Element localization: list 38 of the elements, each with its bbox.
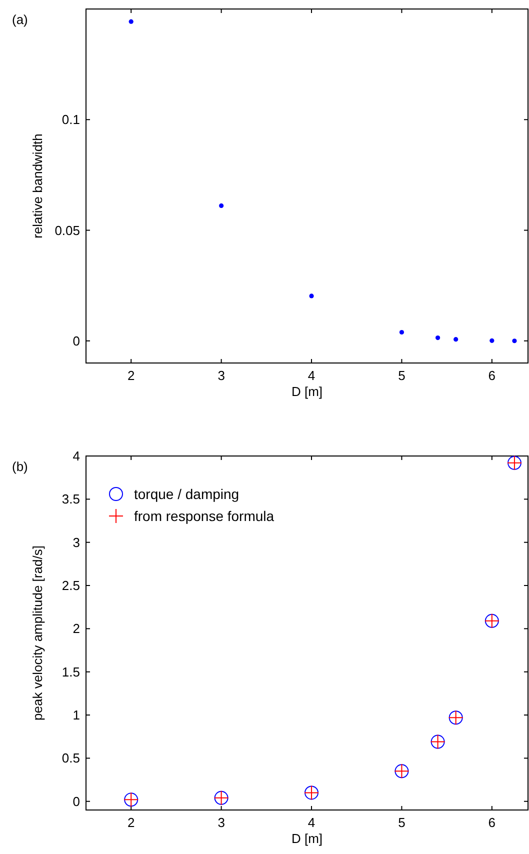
x-tick-label: 6 xyxy=(488,368,496,383)
y-axis-title: relative bandwidth xyxy=(30,134,45,238)
legend-label: torque / damping xyxy=(134,486,240,502)
text: (a) xyxy=(12,12,28,27)
point xyxy=(128,19,134,24)
x-tick-label: 4 xyxy=(308,368,316,383)
x-axis-title: D [m] xyxy=(291,384,323,399)
point xyxy=(309,294,314,298)
text: (b) xyxy=(12,459,28,474)
point xyxy=(454,337,458,342)
x-tick-label: 6 xyxy=(488,815,496,830)
x-tick-label: 3 xyxy=(218,368,225,383)
y-tick-label: 0.1 xyxy=(62,112,80,128)
y-tick-label: 1 xyxy=(72,708,80,723)
x-tick-label: 5 xyxy=(398,815,406,830)
y-tick-label: 0.05 xyxy=(54,222,80,238)
point xyxy=(512,338,517,344)
y-tick-label: 3.5 xyxy=(62,492,80,507)
x-tick-label: 5 xyxy=(398,368,406,383)
y-tick-label: 4 xyxy=(72,448,80,464)
x-tick-label: 2 xyxy=(127,368,135,383)
point xyxy=(399,330,404,335)
x-tick-label: 2 xyxy=(127,815,135,830)
y-tick-label: 2 xyxy=(72,621,80,636)
x-axis-title: D [m] xyxy=(291,831,323,846)
legend-label: from response formula xyxy=(134,508,274,524)
point xyxy=(490,338,494,343)
x-tick-label: 4 xyxy=(308,815,316,830)
point xyxy=(435,335,440,340)
x-tick-label: 3 xyxy=(218,815,225,830)
point xyxy=(219,203,224,208)
y-tick-label: 0.5 xyxy=(62,750,80,766)
y-tick-label: 3 xyxy=(72,534,80,550)
y-tick-label: 0 xyxy=(72,794,80,809)
y-axis-title: peak velocity amplitude [rad/s] xyxy=(30,546,45,720)
y-tick-label: 2.5 xyxy=(62,578,80,594)
y-tick-label: 0 xyxy=(72,333,80,348)
y-tick-label: 1.5 xyxy=(62,664,80,680)
